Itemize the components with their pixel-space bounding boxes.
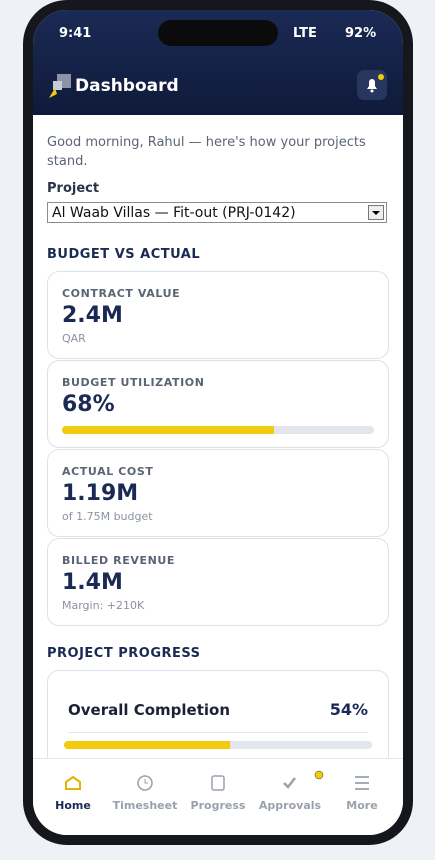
card-value: 1.19M <box>62 481 139 506</box>
card-note: QAR <box>62 332 86 345</box>
card: ACTUAL COST 1.19M of 1.75M budget <box>47 449 389 537</box>
progress-track <box>64 741 372 749</box>
card-note: of 1.75M budget <box>62 510 153 523</box>
nav-icons <box>65 770 369 791</box>
project-selected: Al Waab Villas — Fit-out (PRJ-0142) <box>52 205 296 221</box>
header-title: Dashboard <box>75 76 179 96</box>
card-label: CONTRACT VALUE <box>62 287 181 300</box>
card-value: 68% <box>62 392 115 417</box>
status-time: 9:41 <box>59 26 92 41</box>
card-label: BILLED REVENUE <box>62 554 176 567</box>
divider <box>68 732 368 733</box>
nav-item[interactable]: More <box>346 799 378 812</box>
screen: 9:41 LTE 92% Dashboard Good morning, Rah… <box>33 10 403 835</box>
notifications-button[interactable] <box>357 70 387 100</box>
card: CONTRACT VALUE 2.4M QAR <box>47 271 389 359</box>
phone-frame: 9:41 LTE 92% Dashboard Good morning, Rah… <box>23 0 413 845</box>
progress-label: Overall Completion <box>68 701 231 719</box>
nav-item[interactable]: Approvals <box>258 799 322 812</box>
bottom-nav: Home Timesheet Progress Approvals More <box>33 758 403 835</box>
nav-item[interactable]: Progress <box>190 799 246 812</box>
dynamic-island <box>158 20 278 46</box>
progress-fill <box>62 426 275 434</box>
progress-track <box>62 426 374 434</box>
card-note: Margin: +210K <box>62 599 145 612</box>
card: BILLED REVENUE 1.4M Margin: +210K <box>47 538 389 626</box>
nav-item[interactable]: Timesheet <box>112 799 178 812</box>
status-battery: 92% <box>345 26 377 41</box>
progress-value: 54% <box>329 700 368 719</box>
card-value: 1.4M <box>62 570 123 595</box>
greeting: Good morning, Rahul — here's how your pr… <box>47 135 366 169</box>
progress-fill <box>64 741 231 749</box>
section-title: PROJECT PROGRESS <box>47 646 201 661</box>
card-label: ACTUAL COST <box>62 465 154 478</box>
card: BUDGET UTILIZATION 68% <box>47 360 389 448</box>
project-label: Project <box>47 181 100 196</box>
card-label: BUDGET UTILIZATION <box>62 376 205 389</box>
card-value: 2.4M <box>62 303 123 328</box>
status-network: LTE <box>293 26 317 41</box>
project-select[interactable]: Al Waab Villas — Fit-out (PRJ-0142) <box>47 202 387 223</box>
logo <box>49 74 71 98</box>
nav-item[interactable]: Home <box>55 799 91 812</box>
section-title: BUDGET VS ACTUAL <box>47 247 201 262</box>
